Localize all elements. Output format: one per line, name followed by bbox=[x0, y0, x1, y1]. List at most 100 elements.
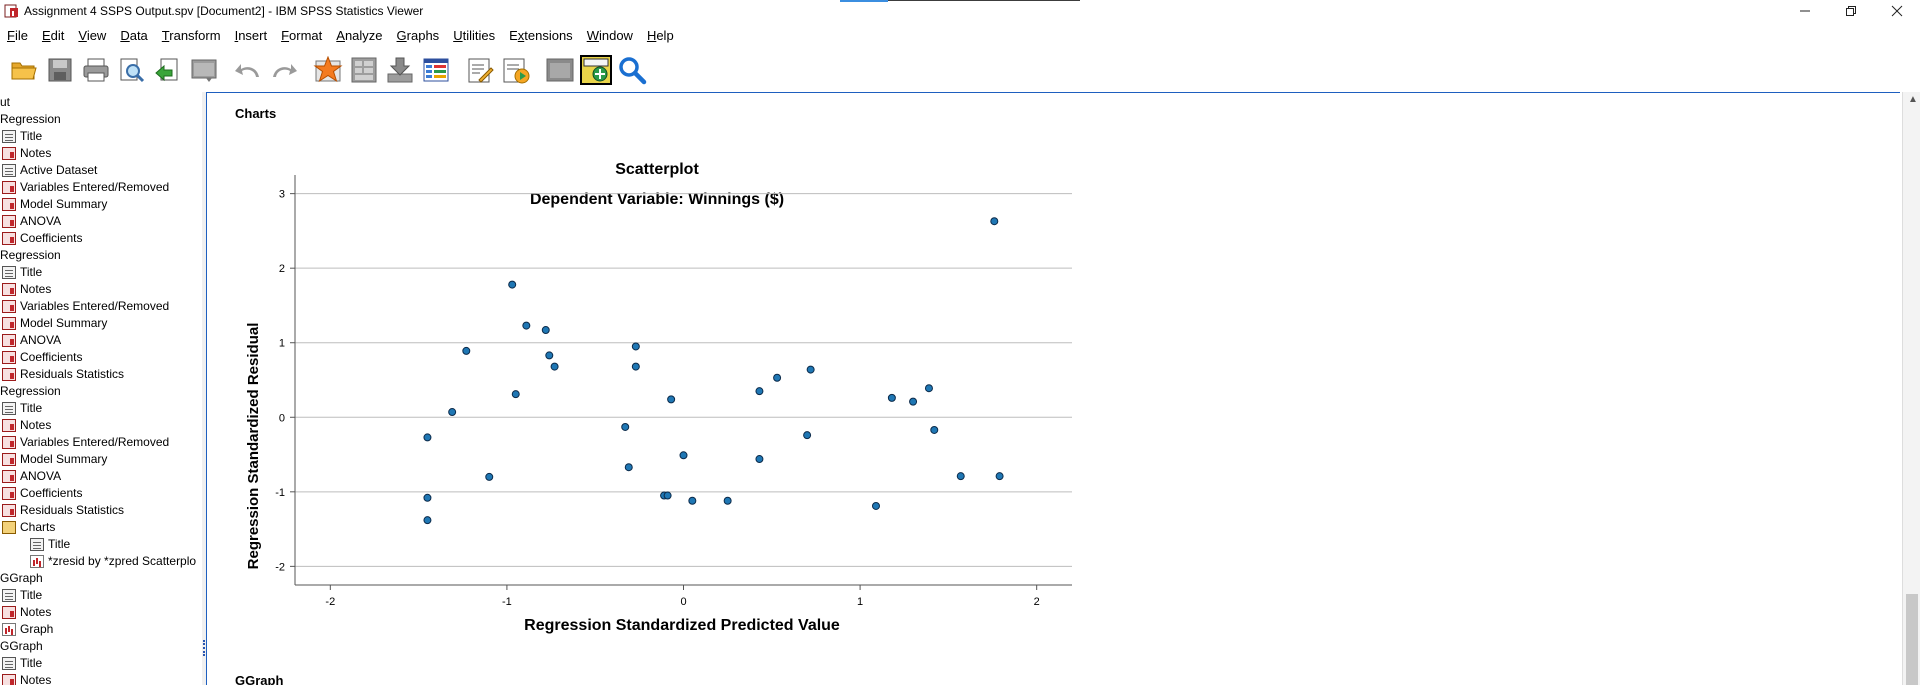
insert-heading-icon[interactable] bbox=[462, 52, 498, 88]
menu-window[interactable]: Window bbox=[586, 27, 633, 43]
outline-item[interactable]: GGraph bbox=[0, 570, 43, 586]
scatter-point bbox=[423, 493, 432, 502]
outline-item[interactable]: Variables Entered/Removed bbox=[2, 298, 169, 314]
scatter-point bbox=[545, 351, 554, 360]
outline-item[interactable]: Residuals Statistics bbox=[2, 366, 124, 382]
scatter-point bbox=[887, 393, 896, 402]
scatter-point bbox=[803, 431, 812, 440]
x-tick-label: 2 bbox=[1034, 596, 1040, 608]
vertical-scrollbar[interactable]: ▲ bbox=[1902, 92, 1920, 685]
scroll-up-icon[interactable]: ▲ bbox=[1908, 94, 1918, 105]
minimize-icon bbox=[1800, 10, 1810, 12]
outline-item[interactable]: Residuals Statistics bbox=[2, 502, 124, 518]
outline-item-label: Title bbox=[20, 588, 43, 602]
outline-item[interactable]: Notes bbox=[2, 417, 51, 433]
outline-item[interactable]: ut bbox=[0, 94, 10, 110]
save-icon[interactable] bbox=[42, 52, 78, 88]
outline-item[interactable]: Graph bbox=[2, 621, 53, 637]
output-content-pane: Charts Scatterplot Dependent Variable: W… bbox=[206, 92, 1900, 685]
menu-extensions[interactable]: Extensions bbox=[509, 27, 573, 43]
outline-item-label: Residuals Statistics bbox=[20, 367, 125, 381]
scatter-point bbox=[631, 342, 640, 351]
goto-case-icon[interactable] bbox=[346, 52, 382, 88]
scatter-point bbox=[541, 326, 550, 335]
menu-analyze[interactable]: Analyze bbox=[336, 27, 383, 43]
outline-item[interactable]: Title bbox=[2, 264, 42, 280]
outline-item[interactable]: Regression bbox=[0, 383, 61, 399]
outline-item[interactable]: Active Dataset bbox=[2, 162, 97, 178]
menu-data[interactable]: Data bbox=[120, 27, 148, 43]
close-icon bbox=[1891, 5, 1903, 17]
close-button[interactable] bbox=[1874, 0, 1920, 22]
menu-file[interactable]: File bbox=[7, 27, 28, 43]
menu-transform[interactable]: Transform bbox=[161, 27, 221, 43]
outline-item-label: Title bbox=[20, 129, 43, 143]
outline-item[interactable]: Title bbox=[2, 400, 42, 416]
outline-item[interactable]: Charts bbox=[2, 519, 55, 535]
recall-dialog-icon[interactable] bbox=[186, 52, 222, 88]
undo-icon[interactable] bbox=[230, 52, 266, 88]
outline-item[interactable]: GGraph bbox=[0, 638, 43, 654]
open-folder-icon[interactable] bbox=[6, 52, 42, 88]
outline-item[interactable]: Model Summary bbox=[2, 315, 107, 331]
scatter-point bbox=[448, 408, 457, 417]
pane-splitter[interactable] bbox=[202, 92, 206, 685]
menu-format[interactable]: Format bbox=[281, 27, 323, 43]
scatter-point bbox=[508, 280, 517, 289]
scatter-point bbox=[667, 395, 676, 404]
scatter-point bbox=[621, 422, 630, 431]
outline-item-label: Variables Entered/Removed bbox=[20, 435, 170, 449]
goto-data-icon[interactable] bbox=[310, 52, 346, 88]
export-icon[interactable] bbox=[150, 52, 186, 88]
outline-item[interactable]: Coefficients bbox=[2, 485, 82, 501]
outline-item[interactable]: *zresid by *zpred Scatterplo bbox=[30, 553, 196, 569]
variables-icon[interactable] bbox=[418, 52, 454, 88]
menu-edit[interactable]: Edit bbox=[41, 27, 65, 43]
menu-view[interactable]: View bbox=[78, 27, 107, 43]
outline-item[interactable]: Notes bbox=[2, 672, 51, 685]
outline-item[interactable]: Regression bbox=[0, 247, 61, 263]
splitter-grip[interactable] bbox=[203, 640, 205, 656]
show-hide-icon[interactable] bbox=[578, 52, 614, 88]
scatter-point bbox=[550, 362, 559, 371]
outline-item[interactable]: Notes bbox=[2, 145, 51, 161]
outline-item[interactable]: Title bbox=[2, 655, 42, 671]
outline-item[interactable]: Coefficients bbox=[2, 349, 82, 365]
text-item-icon bbox=[2, 129, 16, 143]
goto-variable-icon[interactable] bbox=[382, 52, 418, 88]
scatter-point bbox=[522, 321, 531, 330]
outline-item[interactable]: Title bbox=[2, 587, 42, 603]
menu-graphs[interactable]: Graphs bbox=[396, 27, 440, 43]
outline-item[interactable]: Variables Entered/Removed bbox=[2, 434, 169, 450]
outline-item[interactable]: Regression bbox=[0, 111, 61, 127]
notes-table-icon bbox=[2, 333, 16, 347]
find-icon[interactable] bbox=[614, 52, 650, 88]
section-heading-charts[interactable]: Charts bbox=[235, 106, 277, 121]
outline-item-label: Charts bbox=[20, 520, 56, 534]
redo-icon[interactable] bbox=[266, 52, 302, 88]
outline-item[interactable]: Notes bbox=[2, 281, 51, 297]
print-preview-icon[interactable] bbox=[114, 52, 150, 88]
minimize-button[interactable] bbox=[1782, 0, 1828, 22]
outline-item[interactable]: Title bbox=[30, 536, 70, 552]
outline-item[interactable]: Model Summary bbox=[2, 196, 107, 212]
outline-item[interactable]: ANOVA bbox=[2, 213, 61, 229]
outline-item-label: Notes bbox=[20, 605, 52, 619]
scroll-thumb[interactable] bbox=[1906, 594, 1918, 685]
section-heading-ggraph[interactable]: GGraph bbox=[235, 673, 284, 685]
menu-utilities[interactable]: Utilities bbox=[453, 27, 496, 43]
outline-item[interactable]: ANOVA bbox=[2, 332, 61, 348]
menu-help[interactable]: Help bbox=[646, 27, 674, 43]
outline-item[interactable]: ANOVA bbox=[2, 468, 61, 484]
restore-button[interactable] bbox=[1828, 0, 1874, 22]
outline-item[interactable]: Model Summary bbox=[2, 451, 107, 467]
menu-insert[interactable]: Insert bbox=[234, 27, 268, 43]
outline-item[interactable]: Variables Entered/Removed bbox=[2, 179, 169, 195]
print-icon[interactable] bbox=[78, 52, 114, 88]
scatterplot-chart[interactable]: Scatterplot Dependent Variable: Winnings… bbox=[207, 93, 1107, 653]
designate-window-icon[interactable] bbox=[542, 52, 578, 88]
insert-output-icon[interactable] bbox=[498, 52, 534, 88]
outline-item[interactable]: Notes bbox=[2, 604, 51, 620]
outline-item[interactable]: Title bbox=[2, 128, 42, 144]
outline-item[interactable]: Coefficients bbox=[2, 230, 82, 246]
